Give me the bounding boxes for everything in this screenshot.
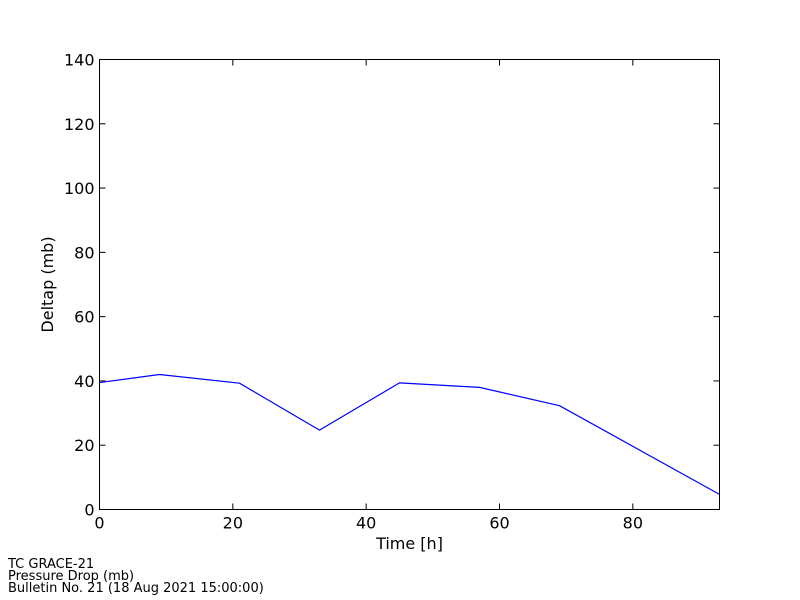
x-tick-label: 40 [356, 514, 376, 533]
y-tick-label: 100 [64, 179, 95, 198]
series-line [99, 373, 720, 495]
y-tick-label: 60 [74, 308, 94, 327]
y-tick-label: 80 [74, 243, 94, 262]
y-tick-label: 20 [74, 436, 94, 455]
x-tick-label: 20 [223, 514, 243, 533]
y-tick-label: 40 [74, 372, 94, 391]
x-axis-label: Time [h] [375, 534, 443, 553]
x-tick-label: 60 [489, 514, 509, 533]
caption-storm-name: TC GRACE-21 [8, 557, 95, 572]
x-tick-label: 80 [623, 514, 643, 533]
ticks-layer: 0 20 40 60 80 0 20 40 60 80 100 120 140 [64, 51, 720, 533]
x-tick-label: 0 [94, 514, 104, 533]
plot-area-frame [99, 59, 720, 510]
y-axis-label: Deltap (mb) [38, 236, 57, 332]
caption-bulletin-info: Bulletin No. 21 (18 Aug 2021 15:00:00) [8, 581, 264, 596]
y-tick-label: 140 [64, 51, 95, 70]
y-tick-label: 120 [64, 115, 95, 134]
series-layer [99, 373, 720, 495]
caption-chart-description: Pressure Drop (mb) [8, 569, 135, 584]
y-tick-label: 0 [84, 501, 94, 520]
